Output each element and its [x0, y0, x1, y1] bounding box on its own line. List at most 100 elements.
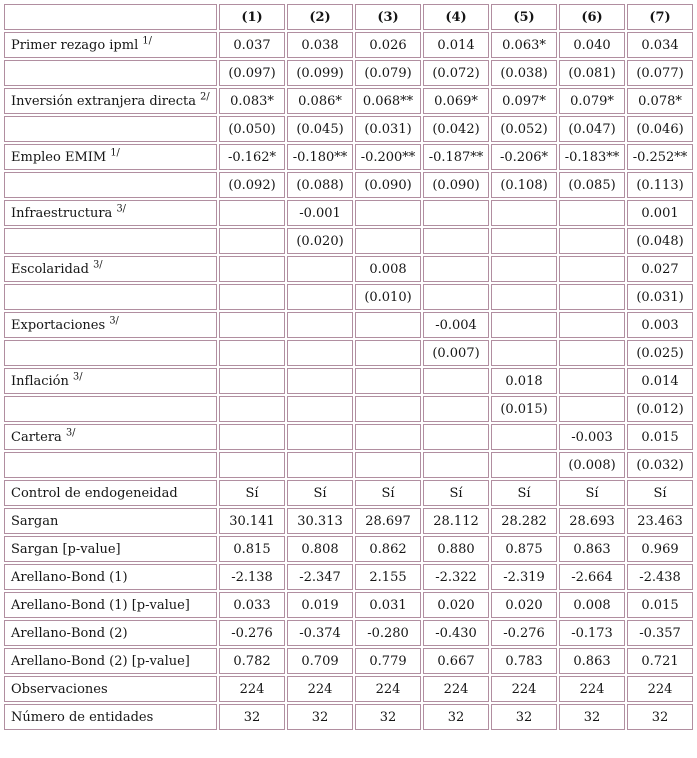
value-cell: -0.187** [423, 144, 489, 170]
value-cell [559, 228, 625, 254]
value-cell: 0.040 [559, 32, 625, 58]
value-cell: (0.048) [627, 228, 693, 254]
value-cell: (0.007) [423, 340, 489, 366]
value-cell [219, 340, 285, 366]
value-cell [491, 228, 557, 254]
row-label: Número de entidades [4, 704, 217, 730]
value-cell: 0.034 [627, 32, 693, 58]
value-cell: Sí [287, 480, 353, 506]
row-label [4, 340, 217, 366]
value-cell: 28.282 [491, 508, 557, 534]
value-cell: 0.037 [219, 32, 285, 58]
row-label: Cartera 3/ [4, 424, 217, 450]
row-label-text: Sargan [p-value] [11, 541, 121, 557]
value-cell: Sí [559, 480, 625, 506]
value-cell [423, 424, 489, 450]
table-row: Cartera 3/ -0.003 0.015 [4, 424, 693, 450]
value-cell [355, 312, 421, 338]
value-cell: 224 [423, 676, 489, 702]
value-cell: 0.880 [423, 536, 489, 562]
value-cell: (0.099) [287, 60, 353, 86]
value-cell: (0.015) [491, 396, 557, 422]
value-cell [423, 228, 489, 254]
value-cell: 0.079* [559, 88, 625, 114]
value-cell [559, 312, 625, 338]
row-label: Sargan [4, 508, 217, 534]
row-label: Arellano-Bond (1) [p-value] [4, 592, 217, 618]
row-label: Sargan [p-value] [4, 536, 217, 562]
footnote-marker: 1/ [142, 35, 152, 47]
value-cell: Sí [219, 480, 285, 506]
column-header: (7) [627, 4, 693, 30]
row-label: Observaciones [4, 676, 217, 702]
table-body: Primer rezago ipml 1/0.037 0.038 0.026 0.01… [4, 32, 693, 730]
value-cell: (0.038) [491, 60, 557, 86]
table-row: Arellano-Bond (2) -0.276 -0.374 -0.280 -0.43… [4, 620, 693, 646]
value-cell: (0.081) [559, 60, 625, 86]
value-cell: (0.025) [627, 340, 693, 366]
value-cell: 23.463 [627, 508, 693, 534]
table-row: (0.020) (0.048) [4, 228, 693, 254]
value-cell [355, 200, 421, 226]
value-cell: (0.072) [423, 60, 489, 86]
row-label-text: Arellano-Bond (2) [11, 625, 128, 641]
value-cell: -2.347 [287, 564, 353, 590]
value-cell: -2.438 [627, 564, 693, 590]
row-label-text: Arellano-Bond (1) [p-value] [11, 597, 190, 613]
value-cell: 28.697 [355, 508, 421, 534]
value-cell [559, 256, 625, 282]
footnote-marker: 3/ [116, 203, 126, 215]
value-cell: (0.079) [355, 60, 421, 86]
value-cell: -2.138 [219, 564, 285, 590]
value-cell [219, 284, 285, 310]
value-cell: (0.046) [627, 116, 693, 142]
value-cell: 0.086* [287, 88, 353, 114]
value-cell: -0.276 [219, 620, 285, 646]
value-cell [355, 424, 421, 450]
value-cell: 0.667 [423, 648, 489, 674]
table-row: Sargan [p-value] 0.815 0.808 0.862 0.880 0.87… [4, 536, 693, 562]
value-cell: -2.322 [423, 564, 489, 590]
value-cell: Sí [627, 480, 693, 506]
table-row: (0.050) (0.045) (0.031) (0.042) (0.052) (0.04… [4, 116, 693, 142]
row-label-text: Arellano-Bond (1) [11, 569, 128, 585]
footnote-marker: 3/ [109, 315, 119, 327]
table-row: (0.010) (0.031) [4, 284, 693, 310]
row-label-text: Número de entidades [11, 709, 154, 725]
value-cell: (0.042) [423, 116, 489, 142]
column-header: (2) [287, 4, 353, 30]
value-cell: 0.862 [355, 536, 421, 562]
row-label-text: Exportaciones [11, 317, 106, 333]
value-cell: Sí [423, 480, 489, 506]
value-cell [559, 368, 625, 394]
table-row: Sargan 30.141 30.313 28.697 28.112 28.282 28.6… [4, 508, 693, 534]
row-label-text: Sargan [11, 513, 59, 529]
table-row: (0.097) (0.099) (0.079) (0.072) (0.038) (0.08… [4, 60, 693, 86]
value-cell: (0.052) [491, 116, 557, 142]
value-cell: 32 [287, 704, 353, 730]
value-cell [355, 368, 421, 394]
value-cell [423, 256, 489, 282]
row-label [4, 116, 217, 142]
regression-table: (1) (2) (3) (4) (5) (6) (7) Primer rezago ipml… [2, 2, 695, 732]
header-row: (1) (2) (3) (4) (5) (6) (7) [4, 4, 693, 30]
value-cell: 0.001 [627, 200, 693, 226]
value-cell [355, 452, 421, 478]
row-label-text: Control de endogeneidad [11, 485, 178, 501]
value-cell: 0.808 [287, 536, 353, 562]
value-cell: 30.313 [287, 508, 353, 534]
value-cell: 32 [627, 704, 693, 730]
column-header: (3) [355, 4, 421, 30]
value-cell [219, 228, 285, 254]
value-cell: (0.113) [627, 172, 693, 198]
value-cell: 224 [219, 676, 285, 702]
value-cell [491, 256, 557, 282]
column-header: (4) [423, 4, 489, 30]
value-cell: -2.664 [559, 564, 625, 590]
value-cell: 32 [491, 704, 557, 730]
row-label: Infraestructura 3/ [4, 200, 217, 226]
row-label [4, 228, 217, 254]
row-label-text: Inversión extranjera directa [11, 93, 196, 109]
value-cell [423, 452, 489, 478]
table-row: Arellano-Bond (1) [p-value] 0.033 0.019 0.0… [4, 592, 693, 618]
